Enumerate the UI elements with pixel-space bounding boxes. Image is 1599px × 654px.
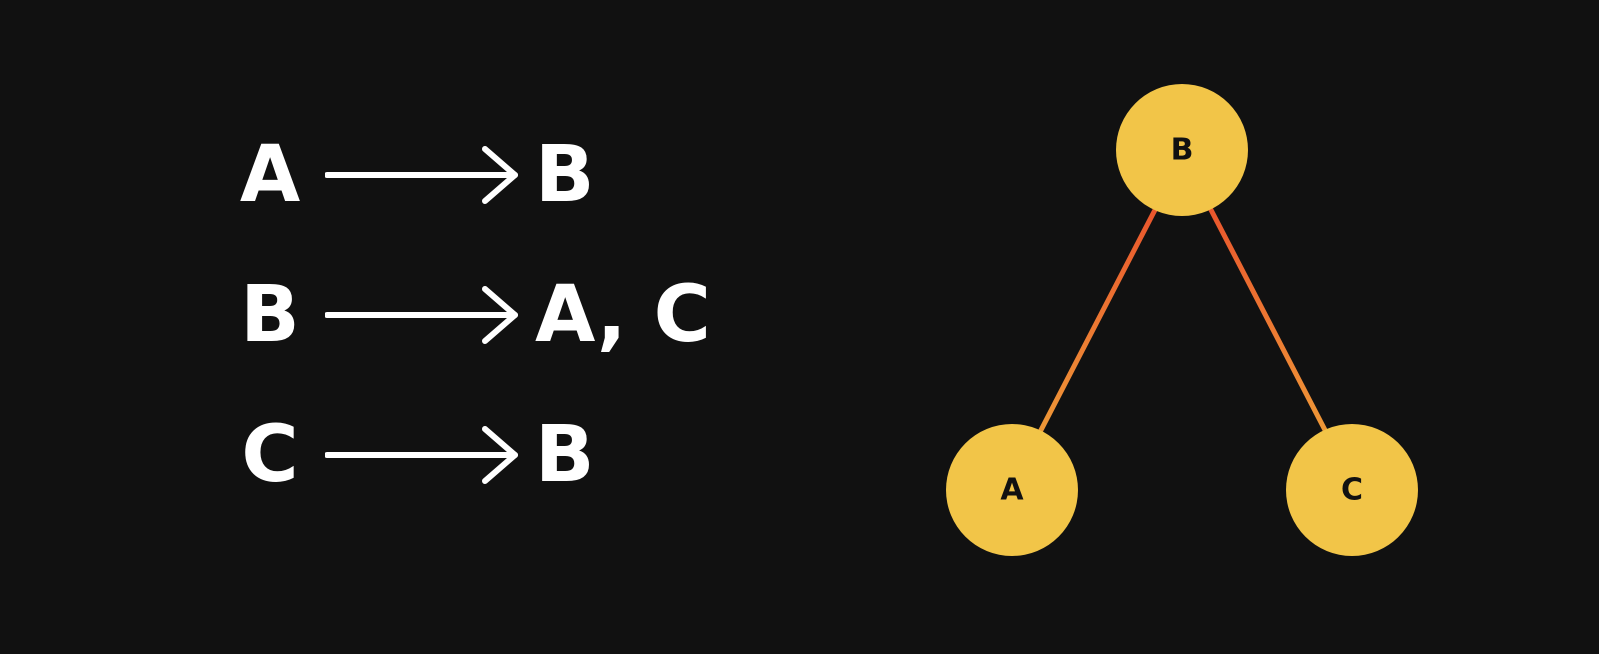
row-neighbors: A, C: [535, 270, 711, 360]
row-neighbors: B: [535, 410, 595, 500]
adjacency-list: A B B A, C C B: [230, 120, 790, 530]
edge-b-a: [1037, 203, 1160, 435]
graph-node-c: C: [1286, 424, 1418, 556]
right-arrow-icon: [325, 426, 518, 484]
row-source-node: A: [239, 130, 301, 220]
edge-b-c: [1206, 203, 1329, 435]
adjacency-row-a: A B: [230, 120, 790, 230]
adjacency-row-c: C B: [230, 400, 790, 510]
row-source-node: B: [240, 270, 300, 360]
row-source-node: C: [241, 410, 299, 500]
graph-node-b: B: [1116, 84, 1248, 216]
node-label-b: B: [1171, 133, 1194, 168]
node-label-c: C: [1341, 473, 1363, 508]
right-arrow-icon: [325, 286, 518, 344]
row-neighbors: B: [535, 130, 595, 220]
right-arrow-icon: [325, 146, 518, 204]
node-label-a: A: [1000, 473, 1024, 508]
adjacency-row-b: B A, C: [230, 260, 790, 370]
graph-node-a: A: [946, 424, 1078, 556]
